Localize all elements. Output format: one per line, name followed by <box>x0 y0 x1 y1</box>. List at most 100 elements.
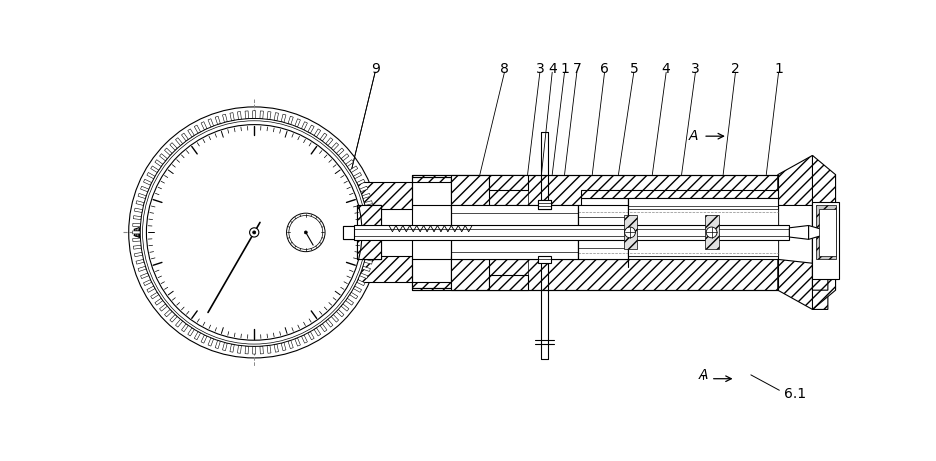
Polygon shape <box>301 335 307 343</box>
Polygon shape <box>343 226 357 239</box>
Polygon shape <box>138 193 146 199</box>
Polygon shape <box>229 112 234 121</box>
Polygon shape <box>368 238 375 242</box>
Polygon shape <box>187 328 194 336</box>
Text: 4: 4 <box>661 62 670 76</box>
Bar <box>818 209 835 255</box>
Polygon shape <box>450 175 777 206</box>
Polygon shape <box>353 172 361 179</box>
Bar <box>627 209 777 255</box>
Polygon shape <box>138 266 146 272</box>
Polygon shape <box>194 125 200 133</box>
Text: 3: 3 <box>691 62 699 76</box>
Polygon shape <box>287 340 293 349</box>
Polygon shape <box>815 206 835 260</box>
Polygon shape <box>151 166 158 172</box>
Polygon shape <box>341 154 348 161</box>
Polygon shape <box>136 201 144 206</box>
Bar <box>354 225 788 240</box>
Polygon shape <box>365 252 373 257</box>
Polygon shape <box>182 133 188 141</box>
Polygon shape <box>359 186 368 192</box>
Polygon shape <box>365 208 373 213</box>
Text: 8: 8 <box>500 62 508 76</box>
Bar <box>577 206 627 260</box>
Polygon shape <box>237 112 241 119</box>
Polygon shape <box>777 155 827 206</box>
Polygon shape <box>201 122 207 130</box>
Polygon shape <box>361 266 370 272</box>
Circle shape <box>142 121 365 344</box>
Text: 4: 4 <box>548 62 556 76</box>
Polygon shape <box>489 175 527 190</box>
Polygon shape <box>140 273 149 278</box>
Polygon shape <box>245 111 248 119</box>
Text: 9: 9 <box>371 62 379 76</box>
Polygon shape <box>295 338 300 346</box>
Polygon shape <box>308 125 314 133</box>
Polygon shape <box>412 175 489 209</box>
Polygon shape <box>208 338 213 346</box>
Polygon shape <box>368 223 375 227</box>
Polygon shape <box>320 324 327 332</box>
Polygon shape <box>450 260 777 290</box>
Polygon shape <box>134 208 142 213</box>
Polygon shape <box>326 319 332 327</box>
Polygon shape <box>336 148 344 155</box>
Polygon shape <box>788 225 808 239</box>
Text: 6: 6 <box>599 62 608 76</box>
Polygon shape <box>353 286 361 292</box>
Polygon shape <box>194 331 200 340</box>
Polygon shape <box>169 143 177 150</box>
Polygon shape <box>136 260 144 264</box>
Polygon shape <box>267 112 271 119</box>
Polygon shape <box>314 129 320 137</box>
Polygon shape <box>159 304 168 311</box>
Text: 3: 3 <box>535 62 544 76</box>
Text: 2: 2 <box>730 62 739 76</box>
Bar <box>357 206 381 260</box>
Text: 1: 1 <box>560 62 568 76</box>
Polygon shape <box>349 166 358 172</box>
Polygon shape <box>154 298 163 305</box>
Bar <box>537 200 551 209</box>
Polygon shape <box>295 119 300 127</box>
Polygon shape <box>229 344 234 352</box>
Polygon shape <box>357 179 364 185</box>
Polygon shape <box>151 292 158 299</box>
Polygon shape <box>330 143 338 150</box>
Polygon shape <box>215 340 220 349</box>
Polygon shape <box>175 319 183 327</box>
Polygon shape <box>245 346 248 354</box>
Polygon shape <box>364 260 372 264</box>
Polygon shape <box>133 238 140 242</box>
Polygon shape <box>253 346 256 354</box>
Text: 7: 7 <box>572 62 580 76</box>
Polygon shape <box>345 160 353 166</box>
Bar <box>627 198 777 255</box>
Polygon shape <box>367 216 374 219</box>
Polygon shape <box>237 345 241 353</box>
Bar <box>450 206 577 260</box>
Polygon shape <box>133 245 141 249</box>
Polygon shape <box>253 111 256 118</box>
Polygon shape <box>489 275 527 290</box>
Polygon shape <box>359 273 368 278</box>
Polygon shape <box>222 114 227 123</box>
Polygon shape <box>133 223 140 227</box>
Polygon shape <box>287 116 293 124</box>
Polygon shape <box>537 200 551 209</box>
Polygon shape <box>201 335 207 343</box>
Polygon shape <box>132 231 140 234</box>
Polygon shape <box>357 255 489 288</box>
Polygon shape <box>364 201 372 206</box>
Polygon shape <box>343 226 357 239</box>
Polygon shape <box>308 331 314 340</box>
Polygon shape <box>412 255 489 290</box>
Polygon shape <box>336 309 344 317</box>
Circle shape <box>249 228 258 237</box>
Polygon shape <box>267 345 271 353</box>
Polygon shape <box>165 148 172 155</box>
Polygon shape <box>147 286 154 292</box>
Polygon shape <box>259 111 263 119</box>
